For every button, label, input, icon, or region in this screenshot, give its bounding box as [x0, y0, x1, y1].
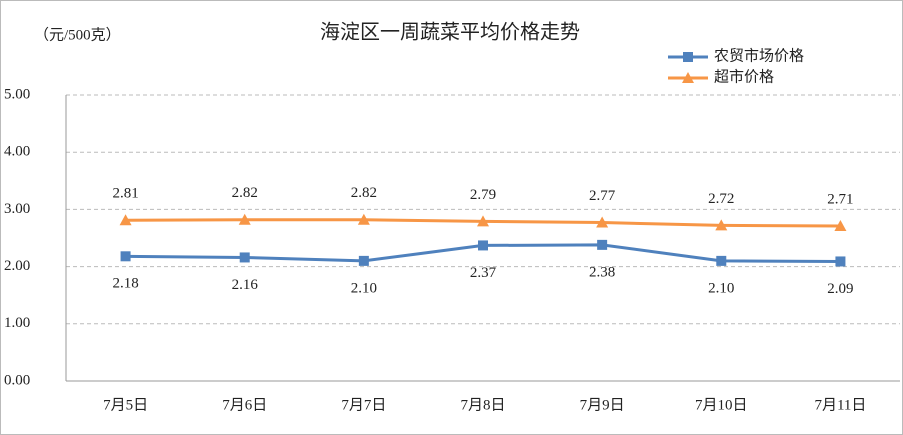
x-tick-label: 7月8日 — [460, 397, 505, 413]
data-label: 2.82 — [351, 185, 377, 201]
data-label: 2.10 — [351, 280, 377, 296]
data-label: 2.81 — [112, 186, 138, 202]
y-axis-label: （元/500克） — [34, 26, 121, 43]
data-label: 2.16 — [232, 277, 259, 293]
x-tick-label: 7月7日 — [341, 397, 386, 413]
data-point — [596, 216, 609, 228]
data-point — [119, 214, 132, 226]
y-tick-label: 1.00 — [4, 315, 30, 331]
data-point — [835, 256, 846, 267]
data-point — [238, 213, 251, 225]
x-tick-label: 7月5日 — [103, 397, 148, 413]
data-point — [834, 219, 847, 231]
x-tick-label: 7月10日 — [695, 397, 748, 413]
data-label: 2.72 — [708, 191, 734, 207]
data-label: 2.37 — [470, 265, 497, 281]
legend-label: 超市价格 — [714, 68, 774, 85]
data-point — [478, 240, 488, 251]
y-tick-label: 2.00 — [4, 258, 30, 274]
data-label: 2.77 — [589, 188, 616, 204]
data-label: 2.10 — [708, 280, 734, 296]
data-point — [357, 213, 370, 225]
data-label: 2.79 — [470, 187, 496, 203]
data-point — [477, 215, 489, 227]
data-label: 2.82 — [232, 185, 258, 201]
y-tick-label: 5.00 — [4, 86, 30, 102]
x-tick-label: 7月9日 — [580, 397, 625, 413]
data-label: 2.09 — [827, 281, 853, 297]
legend-label: 农贸市场价格 — [714, 47, 804, 64]
data-point — [120, 251, 131, 262]
data-point — [715, 219, 728, 231]
x-tick-label: 7月11日 — [814, 397, 866, 413]
legend-marker — [682, 72, 694, 83]
y-tick-label: 4.00 — [4, 144, 30, 160]
data-label: 2.18 — [112, 276, 138, 292]
data-point — [716, 255, 727, 266]
data-label: 2.71 — [827, 191, 853, 207]
y-tick-label: 0.00 — [4, 372, 30, 388]
data-point — [358, 255, 369, 266]
legend-marker — [683, 52, 693, 62]
data-label: 2.38 — [589, 264, 615, 280]
y-tick-label: 3.00 — [4, 201, 30, 217]
x-tick-label: 7月6日 — [222, 397, 267, 413]
data-point — [597, 239, 608, 250]
chart-title: 海淀区一周蔬菜平均价格走势 — [320, 21, 580, 44]
data-point — [239, 252, 250, 263]
